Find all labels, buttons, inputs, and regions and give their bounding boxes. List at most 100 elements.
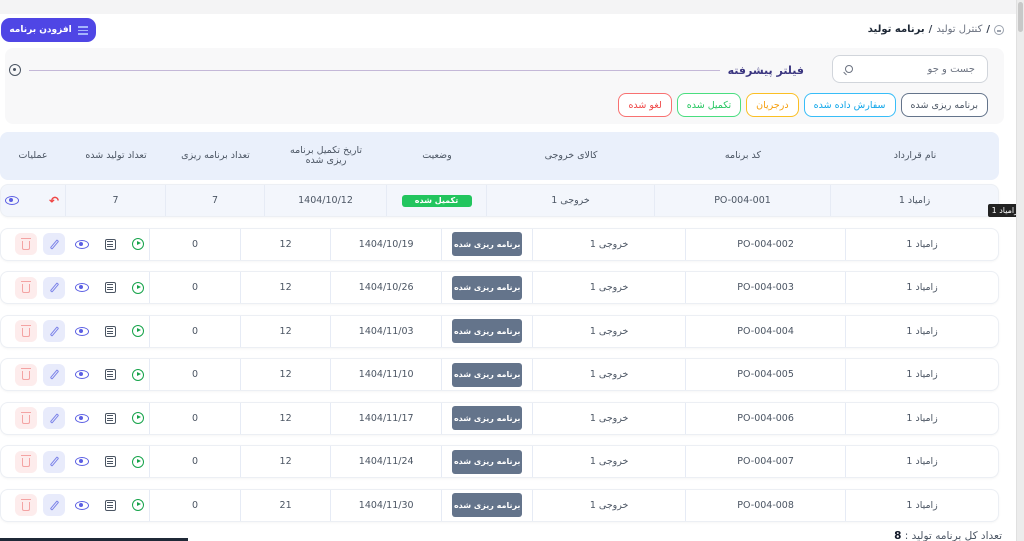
edit-button[interactable]	[43, 494, 66, 516]
tooltip: زامیاد 1	[987, 204, 1022, 217]
table-row[interactable]: زامیاد 1 PO-004-005 خروجی 1 برنامه ریزی …	[0, 358, 999, 391]
delete-button[interactable]	[15, 320, 38, 342]
add-program-button[interactable]: افزودن برنامه	[1, 18, 96, 42]
revert-button[interactable]: ↶	[43, 190, 65, 212]
cell-output-item: خروجی 1	[532, 315, 685, 347]
start-button[interactable]	[127, 407, 149, 429]
breadcrumb-separator: /	[928, 24, 933, 35]
edit-button[interactable]	[43, 233, 66, 255]
start-button[interactable]	[127, 277, 149, 299]
home-icon[interactable]	[994, 24, 1004, 35]
breadcrumb-item-production-control[interactable]: کنترل تولید	[936, 24, 983, 35]
start-button[interactable]	[127, 451, 149, 473]
start-button[interactable]	[127, 364, 149, 386]
header-completion-date[interactable]: تاریخ تکمیل برنامه ریزی شده	[290, 145, 362, 166]
filter-panel: فیلتر پیشرفته برنامه ریزی شده سفارش داده…	[5, 48, 1004, 124]
cell-operations	[1, 403, 149, 434]
cell-completion-date: 1404/11/17	[330, 402, 441, 434]
cell-status: تکمیل شده	[386, 185, 486, 216]
cell-program-code: PO-004-004	[685, 315, 845, 347]
view-button[interactable]	[71, 320, 93, 342]
calculate-button[interactable]	[99, 277, 121, 299]
expand-filter-icon[interactable]	[9, 64, 21, 76]
view-button[interactable]	[1, 190, 23, 212]
header-program-code[interactable]: کد برنامه	[724, 150, 762, 161]
delete-button[interactable]	[15, 233, 38, 255]
breadcrumb: / کنترل تولید / برنامه تولید	[868, 24, 1004, 35]
calculate-button[interactable]	[99, 320, 121, 342]
delete-button[interactable]	[15, 407, 38, 429]
view-button[interactable]	[71, 451, 93, 473]
chip-planned[interactable]: برنامه ریزی شده	[900, 93, 988, 117]
calculate-button[interactable]	[99, 451, 121, 473]
table-row[interactable]: زامیاد 1 PO-004-003 خروجی 1 برنامه ریزی …	[0, 271, 999, 304]
start-button[interactable]	[127, 233, 149, 255]
table-row[interactable]: زامیاد 1 PO-004-007 خروجی 1 برنامه ریزی …	[0, 445, 999, 478]
cell-operations	[1, 359, 149, 390]
delete-button[interactable]	[15, 450, 38, 473]
header-status[interactable]: وضعیت	[422, 150, 452, 161]
cell-contract-name: زامیاد 1	[845, 228, 998, 260]
view-button[interactable]	[71, 364, 93, 386]
cell-completion-date: 1404/10/26	[330, 272, 441, 303]
table-row[interactable]: زامیاد 1 PO-004-006 خروجی 1 برنامه ریزی …	[0, 401, 999, 435]
cell-planned-qty: 21	[240, 489, 330, 521]
search-box[interactable]	[832, 55, 988, 83]
cell-planned-qty: 12	[240, 359, 330, 390]
edit-button[interactable]	[43, 320, 66, 342]
view-button[interactable]	[71, 494, 93, 516]
search-input[interactable]	[865, 63, 975, 75]
header-planned-qty[interactable]: تعداد برنامه ریزی	[181, 150, 250, 161]
edit-button[interactable]	[43, 276, 66, 299]
cell-program-code: PO-004-005	[685, 359, 845, 390]
chip-completed[interactable]: تکمیل شده	[676, 93, 742, 117]
view-button[interactable]	[71, 277, 93, 299]
delete-button[interactable]	[15, 363, 38, 386]
cell-program-code: PO-004-003	[685, 272, 845, 303]
advanced-filter-toggle[interactable]: فیلتر پیشرفته	[9, 62, 804, 78]
vertical-scrollbar[interactable]	[1016, 0, 1024, 541]
status-badge: برنامه ریزی شده	[452, 449, 523, 474]
search-icon[interactable]	[845, 65, 853, 73]
calculate-button[interactable]	[99, 494, 121, 516]
header-produced-qty[interactable]: تعداد تولید شده	[85, 150, 147, 161]
chip-in-progress[interactable]: درجریان	[746, 93, 799, 117]
calculate-button[interactable]	[99, 364, 121, 386]
table-row[interactable]: زامیاد 1 PO-004-001 خروجی 1 تکمیل شده 14…	[0, 184, 999, 217]
trash-icon	[21, 498, 32, 511]
table-row[interactable]: زامیاد 1 PO-004-002 خروجی 1 برنامه ریزی …	[0, 227, 999, 261]
cell-completion-date: 1404/11/24	[330, 446, 441, 477]
cell-produced-qty: 0	[149, 228, 240, 260]
cell-contract-name: زامیاد 1	[845, 489, 998, 521]
pencil-icon	[49, 499, 59, 511]
edit-button[interactable]	[43, 363, 66, 386]
view-button[interactable]	[71, 407, 93, 429]
eye-icon	[5, 196, 19, 205]
breadcrumb-separator: /	[986, 24, 990, 35]
delete-button[interactable]	[15, 494, 38, 516]
calculate-button[interactable]	[99, 407, 121, 429]
chip-cancelled[interactable]: لغو شده	[618, 93, 672, 117]
cell-program-code: PO-004-007	[685, 446, 845, 477]
status-badge: برنامه ریزی شده	[452, 406, 523, 430]
calculate-button[interactable]	[99, 233, 121, 255]
view-button[interactable]	[71, 233, 93, 255]
pencil-icon	[49, 238, 59, 250]
header-contract-name[interactable]: نام قرارداد	[893, 150, 937, 161]
calculator-icon	[104, 499, 116, 511]
scrollbar-thumb[interactable]	[1018, 2, 1023, 32]
table-row[interactable]: زامیاد 1 PO-004-004 خروجی 1 برنامه ریزی …	[0, 314, 999, 348]
delete-button[interactable]	[15, 276, 38, 299]
edit-button[interactable]	[43, 450, 66, 473]
horizontal-scrollbar[interactable]	[0, 538, 188, 541]
cell-produced-qty: 0	[149, 272, 240, 303]
cell-planned-qty: 7	[165, 185, 264, 216]
start-button[interactable]	[127, 494, 149, 516]
table-row[interactable]: زامیاد 1 PO-004-008 خروجی 1 برنامه ریزی …	[0, 488, 999, 522]
cell-produced-qty: 7	[65, 185, 165, 216]
chip-ordered[interactable]: سفارش داده شده	[803, 93, 896, 117]
cell-planned-qty: 12	[240, 446, 330, 477]
header-output-item[interactable]: کالای خروجی	[544, 150, 598, 161]
start-button[interactable]	[127, 320, 149, 342]
edit-button[interactable]	[43, 407, 66, 429]
